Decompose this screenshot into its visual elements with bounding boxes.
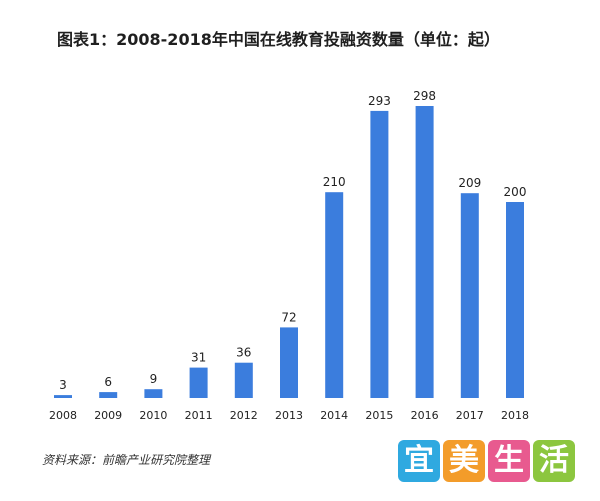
value-label-2010: 9	[150, 372, 158, 386]
value-label-2015: 293	[368, 94, 391, 108]
bar-2018	[506, 202, 524, 398]
bar-2017	[460, 193, 479, 398]
logo-tile: 生	[488, 440, 530, 482]
chart-title: 图表1：2008-2018年中国在线教育投融资数量（单位：起）	[57, 30, 500, 49]
tick-label-2008: 2008	[49, 409, 77, 422]
bar-2009	[99, 392, 118, 398]
bar-2011	[189, 367, 208, 398]
tick-label-2010: 2010	[139, 409, 167, 422]
value-label-2016: 298	[413, 89, 436, 103]
tick-label-2015: 2015	[365, 409, 393, 422]
value-label-2008: 3	[59, 378, 67, 392]
tick-label-2016: 2016	[411, 409, 439, 422]
source-note: 资料来源：前瞻产业研究院整理	[42, 453, 211, 467]
logo-tile: 活	[533, 440, 575, 482]
bar-2010	[144, 389, 163, 398]
value-label-2017: 209	[458, 176, 481, 190]
tick-label-2013: 2013	[275, 409, 303, 422]
tick-label-2017: 2017	[456, 409, 484, 422]
logo-tile: 宜	[398, 440, 440, 482]
tick-label-2012: 2012	[230, 409, 258, 422]
bar-2012	[234, 362, 253, 398]
value-label-2014: 210	[323, 175, 346, 189]
bar-2016	[415, 106, 434, 398]
logo-tile: 美	[443, 440, 485, 482]
bar-2008	[54, 395, 72, 398]
bar-2014	[325, 192, 344, 398]
value-label-2013: 72	[281, 310, 296, 324]
tick-label-2009: 2009	[94, 409, 122, 422]
x-axis-tick-labels: 2008 2009 2010 2011 2012 2013 2014 2015 2016 2017…	[49, 409, 529, 422]
bars-layer	[54, 106, 524, 399]
tick-label-2018: 2018	[501, 409, 529, 422]
brand-logo: 宜美生活	[398, 440, 575, 482]
value-label-2018: 200	[504, 185, 527, 199]
value-label-2011: 31	[191, 351, 206, 365]
value-label-2012: 36	[236, 346, 251, 360]
bar-2013	[280, 327, 298, 398]
bar-2015	[370, 110, 389, 399]
value-label-2009: 6	[104, 375, 112, 389]
tick-label-2014: 2014	[320, 409, 348, 422]
tick-label-2011: 2011	[185, 409, 213, 422]
